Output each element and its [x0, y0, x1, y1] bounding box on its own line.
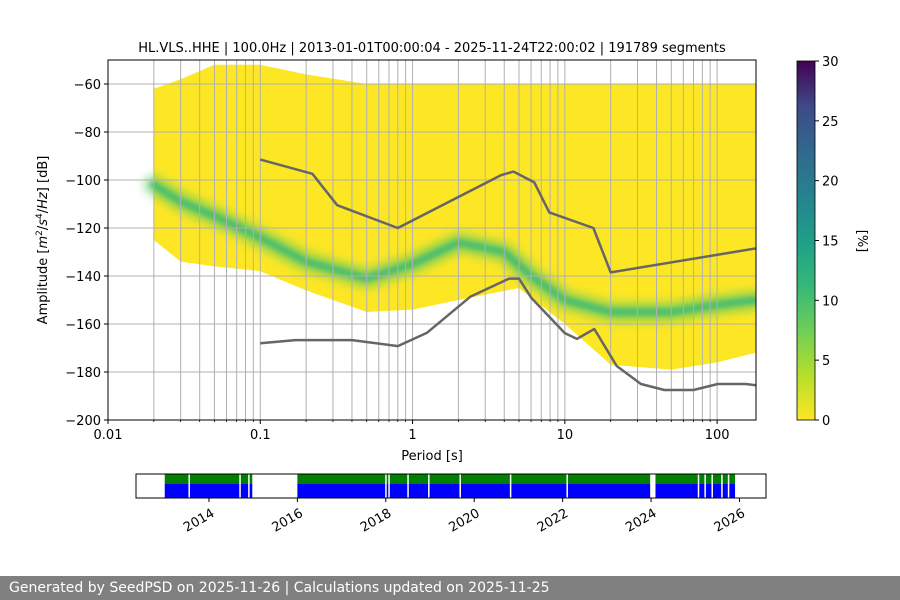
timeline-gap — [239, 474, 241, 498]
timeline-gap — [388, 474, 390, 498]
timeline-gap — [428, 474, 430, 498]
x-tick-label: 10 — [557, 428, 574, 443]
timeline-gap — [459, 474, 461, 498]
y-tick-label: −120 — [65, 222, 101, 237]
colorbar-gradient — [796, 60, 816, 421]
timeline-data-segment — [164, 484, 253, 498]
timeline-tick-label: 2014 — [181, 506, 217, 536]
y-tick-label: −180 — [65, 366, 101, 381]
timeline-psd-segment — [164, 474, 253, 484]
x-axis-ticks: 0.01 0.1 1 10 100 — [94, 420, 730, 443]
timeline-tick-label: 2018 — [358, 506, 394, 536]
timeline-frame — [135, 473, 767, 499]
timeline-tick-label: 2016 — [270, 506, 306, 536]
timeline-tick-label: 2020 — [446, 506, 482, 536]
timeline-gap — [509, 474, 512, 498]
colorbar-tick-label: 0 — [822, 414, 830, 429]
colorbar-tick-label: 5 — [822, 354, 830, 369]
timeline-gap — [704, 474, 706, 498]
colorbar-tick-label: 30 — [822, 55, 839, 70]
timeline-tick-label: 2026 — [712, 506, 748, 536]
colorbar: 0 5 10 15 20 25 30 [%] — [796, 55, 869, 429]
timeline-ticks: 2014 2016 2018 2020 2022 2024 2026 — [181, 498, 748, 536]
timeline-bars — [164, 474, 736, 498]
x-tick-label: 0.1 — [250, 428, 271, 443]
timeline-gap — [566, 474, 568, 498]
timeline-psd-segment — [297, 474, 651, 484]
timeline-gap — [248, 474, 250, 498]
psd-figure: HL.VLS..HHE | 100.0Hz | 2013-01-01T00:00… — [35, 41, 869, 536]
y-tick-label: −100 — [65, 174, 101, 189]
x-axis-label: Period [s] — [401, 449, 463, 464]
timeline-gap — [188, 474, 190, 498]
noise-model-nhnm — [259, 158, 756, 274]
data-availability-timeline: 2014 2016 2018 2020 2022 2024 2026 — [135, 473, 767, 536]
y-axis-ticks: −200 −180 −160 −140 −120 −100 −80 −60 — [65, 78, 108, 429]
timeline-data-segment — [655, 484, 736, 498]
timeline-tick-label: 2024 — [623, 506, 659, 536]
psd-distribution-envelope — [153, 64, 756, 370]
timeline-gap — [407, 474, 409, 498]
timeline-tick-label: 2022 — [535, 506, 571, 536]
x-tick-label: 1 — [408, 428, 416, 443]
x-tick-label: 100 — [705, 428, 730, 443]
timeline-gap — [721, 474, 723, 498]
y-tick-label: −200 — [65, 414, 101, 429]
noise-model-nlnm — [260, 277, 756, 392]
timeline-psd-segment — [655, 474, 736, 484]
psd-plot-area: 0.01 0.1 1 10 100 −200 −180 −160 −140 −120 −100 −8… — [35, 59, 757, 464]
colorbar-tick-label: 25 — [822, 115, 839, 130]
y-axis-label: Amplitude [m2/s4/Hz] [dB] — [35, 156, 51, 325]
timeline-gap — [385, 474, 387, 498]
chart-title: HL.VLS..HHE | 100.0Hz | 2013-01-01T00:00… — [138, 41, 726, 56]
y-tick-label: −80 — [74, 126, 101, 141]
timeline-gap — [727, 474, 730, 498]
y-tick-label: −160 — [65, 318, 101, 333]
timeline-data-segment — [297, 484, 651, 498]
plot-frame — [107, 59, 757, 421]
x-tick-label: 0.01 — [94, 428, 123, 443]
timeline-gap — [711, 474, 713, 498]
colorbar-ticks: 0 5 10 15 20 25 30 — [815, 55, 839, 429]
colorbar-tick-label: 15 — [822, 235, 839, 250]
timeline-gap — [697, 474, 700, 498]
grid — [108, 60, 756, 420]
noise-model-curves — [259, 158, 756, 392]
colorbar-tick-label: 10 — [822, 294, 839, 309]
footer: Generated by SeedPSD on 2025-11-26 | Cal… — [0, 576, 900, 600]
y-tick-label: −60 — [74, 78, 101, 93]
colorbar-label: [%] — [854, 230, 869, 253]
y-tick-label: −140 — [65, 270, 101, 285]
colorbar-tick-label: 20 — [822, 175, 839, 190]
